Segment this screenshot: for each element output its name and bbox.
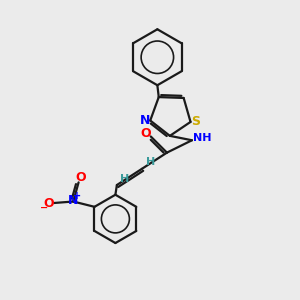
Text: NH: NH xyxy=(194,133,212,143)
Text: +: + xyxy=(73,191,82,201)
Text: O: O xyxy=(76,171,86,184)
Text: S: S xyxy=(191,116,200,128)
Text: H: H xyxy=(121,173,130,184)
Text: N: N xyxy=(68,194,78,207)
Text: −: − xyxy=(40,203,48,213)
Text: N: N xyxy=(140,114,150,127)
Text: H: H xyxy=(146,158,155,167)
Text: O: O xyxy=(43,197,54,210)
Text: O: O xyxy=(140,127,151,140)
